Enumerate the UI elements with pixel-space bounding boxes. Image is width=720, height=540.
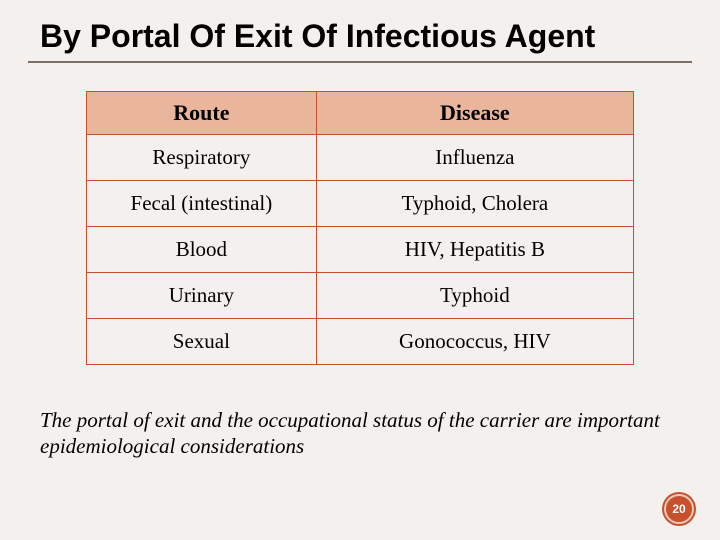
cell-route: Blood <box>87 226 317 272</box>
routes-table-container: Route Disease Respiratory Influenza Feca… <box>86 91 634 365</box>
cell-disease: Gonococcus, HIV <box>316 318 633 364</box>
page-number-badge: 20 <box>664 494 694 524</box>
page-number: 20 <box>672 502 685 516</box>
col-header-disease: Disease <box>316 91 633 134</box>
cell-disease: Typhoid <box>316 272 633 318</box>
table-row: Respiratory Influenza <box>87 134 634 180</box>
cell-route: Fecal (intestinal) <box>87 180 317 226</box>
table-row: Blood HIV, Hepatitis B <box>87 226 634 272</box>
slide-title: By Portal Of Exit Of Infectious Agent <box>0 0 720 61</box>
table-row: Urinary Typhoid <box>87 272 634 318</box>
routes-table: Route Disease Respiratory Influenza Feca… <box>86 91 634 365</box>
cell-route: Respiratory <box>87 134 317 180</box>
footnote-text: The portal of exit and the occupational … <box>40 407 680 460</box>
table-row: Fecal (intestinal) Typhoid, Cholera <box>87 180 634 226</box>
cell-route: Urinary <box>87 272 317 318</box>
title-underline <box>28 61 692 63</box>
cell-disease: Influenza <box>316 134 633 180</box>
cell-disease: Typhoid, Cholera <box>316 180 633 226</box>
cell-route: Sexual <box>87 318 317 364</box>
cell-disease: HIV, Hepatitis B <box>316 226 633 272</box>
col-header-route: Route <box>87 91 317 134</box>
table-row: Sexual Gonococcus, HIV <box>87 318 634 364</box>
table-header-row: Route Disease <box>87 91 634 134</box>
